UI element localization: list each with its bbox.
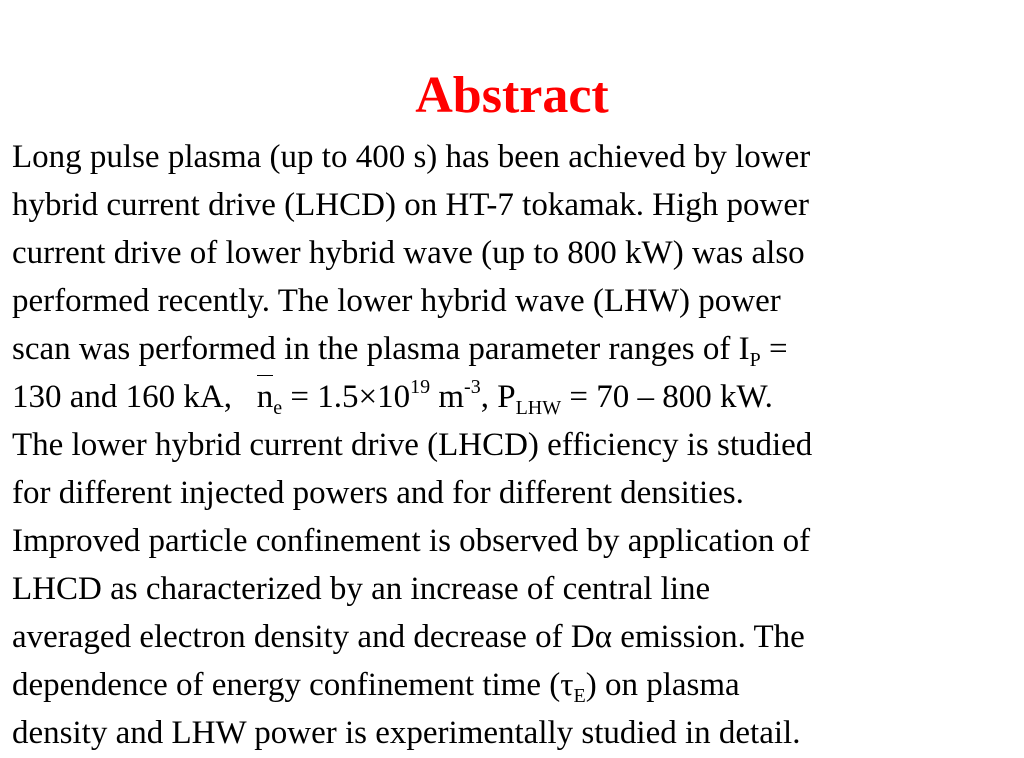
- abstract-line: current drive of lower hybrid wave (up t…: [12, 235, 805, 271]
- superscript: -3: [464, 376, 481, 398]
- text-run: , P: [480, 379, 516, 415]
- subscript: P: [749, 349, 761, 371]
- text-run: = 70 – 800 kW.: [561, 379, 773, 415]
- abstract-line: LHCD as characterized by an increase of …: [12, 571, 711, 607]
- text-run: =: [760, 331, 788, 367]
- text-run: ) on plasma: [585, 667, 740, 703]
- abstract-line: Long pulse plasma (up to 400 s) has been…: [12, 139, 811, 175]
- subscript: E: [573, 685, 586, 707]
- superscript: 19: [410, 376, 431, 398]
- text-run: = 1.5×10: [282, 379, 411, 415]
- text-run: m: [430, 379, 465, 415]
- abstract-line: density and LHW power is experimentally …: [12, 715, 801, 751]
- abstract-line: The lower hybrid current drive (LHCD) ef…: [12, 427, 813, 463]
- subscript: e: [273, 397, 283, 419]
- text-run: scan was performed in the plasma paramet…: [12, 331, 750, 367]
- abstract-line: performed recently. The lower hybrid wav…: [12, 283, 781, 319]
- slide-title: Abstract: [415, 67, 609, 124]
- subscript: LHW: [515, 397, 562, 419]
- abstract-line: for different injected powers and for di…: [12, 475, 744, 511]
- abstract-line: scan was performed in the plasma paramet…: [12, 325, 1016, 373]
- density-symbol: n: [256, 373, 273, 421]
- abstract-body: Long pulse plasma (up to 400 s) has been…: [12, 133, 1016, 757]
- text-run: dependence of energy confinement time (τ: [12, 667, 574, 703]
- text-run: 130 and 160 kA,: [12, 379, 257, 415]
- abstract-line: Improved particle confinement is observe…: [12, 523, 811, 559]
- abstract-line: dependence of energy confinement time (τ…: [12, 661, 1016, 709]
- abstract-line: hybrid current drive (LHCD) on HT-7 toka…: [12, 187, 810, 223]
- abstract-line: 130 and 160 kA, ne = 1.5×1019 m-3, PLHW …: [12, 373, 1016, 421]
- abstract-line: averaged electron density and decrease o…: [12, 619, 805, 655]
